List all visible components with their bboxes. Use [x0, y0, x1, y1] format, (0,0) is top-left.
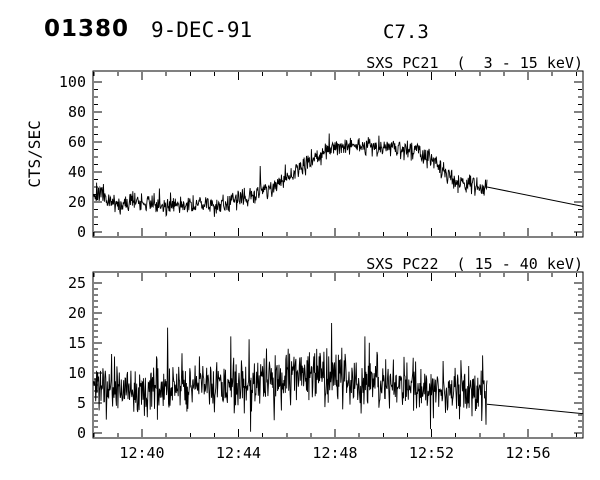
x-tick-label: 12:56 [505, 444, 550, 462]
plot-pc22-title: SXS PC22 ( 15 - 40 keV) [366, 255, 583, 273]
y-tick-label: 20 [68, 304, 86, 322]
y-tick-label: 25 [68, 274, 86, 292]
x-tick-label: 12:48 [312, 444, 357, 462]
y-tick-label: 0 [77, 424, 86, 442]
plot-pc22-frame [92, 271, 584, 439]
y-tick-label: 60 [68, 133, 86, 151]
plot-pc21-ylabel: CTS/SEC [25, 120, 44, 187]
y-tick-label: 40 [68, 163, 86, 181]
trailing-line [486, 403, 584, 415]
flare-class: C7.3 [383, 21, 429, 43]
plot-pc21-title: SXS PC21 ( 3 - 15 keV) [366, 54, 583, 72]
y-tick-label: 5 [77, 394, 86, 412]
y-tick-label: 10 [68, 364, 86, 382]
y-tick-label: 15 [68, 334, 86, 352]
plot-pc21-frame [92, 70, 584, 238]
x-tick-label: 12:44 [216, 444, 261, 462]
y-tick-label: 0 [77, 223, 86, 241]
trailing-line [486, 186, 584, 207]
count-rate-series [93, 133, 488, 218]
plot-pc21: SXS PC21 ( 3 - 15 keV) CTS/SEC 0 20 40 60 80… [25, 54, 584, 241]
plot-pc22: SXS PC22 ( 15 - 40 keV) 0 5 10 15 20 25 12:40 1… [68, 255, 584, 462]
plot-pc22-content: 0 5 10 15 20 25 12:40 12:44 12:48 12:52 12:56 [68, 273, 584, 462]
observation-date: 9-DEC-91 [151, 18, 253, 42]
plot-pc21-content: 0 20 40 60 80 100 [59, 72, 584, 241]
y-tick-label: 100 [59, 73, 86, 91]
y-tick-label: 80 [68, 103, 86, 121]
sequence-number: 01380 [44, 16, 130, 42]
x-tick-label: 12:40 [119, 444, 164, 462]
y-tick-label: 20 [68, 193, 86, 211]
x-tick-label: 12:52 [409, 444, 454, 462]
count-rate-series [93, 322, 488, 432]
